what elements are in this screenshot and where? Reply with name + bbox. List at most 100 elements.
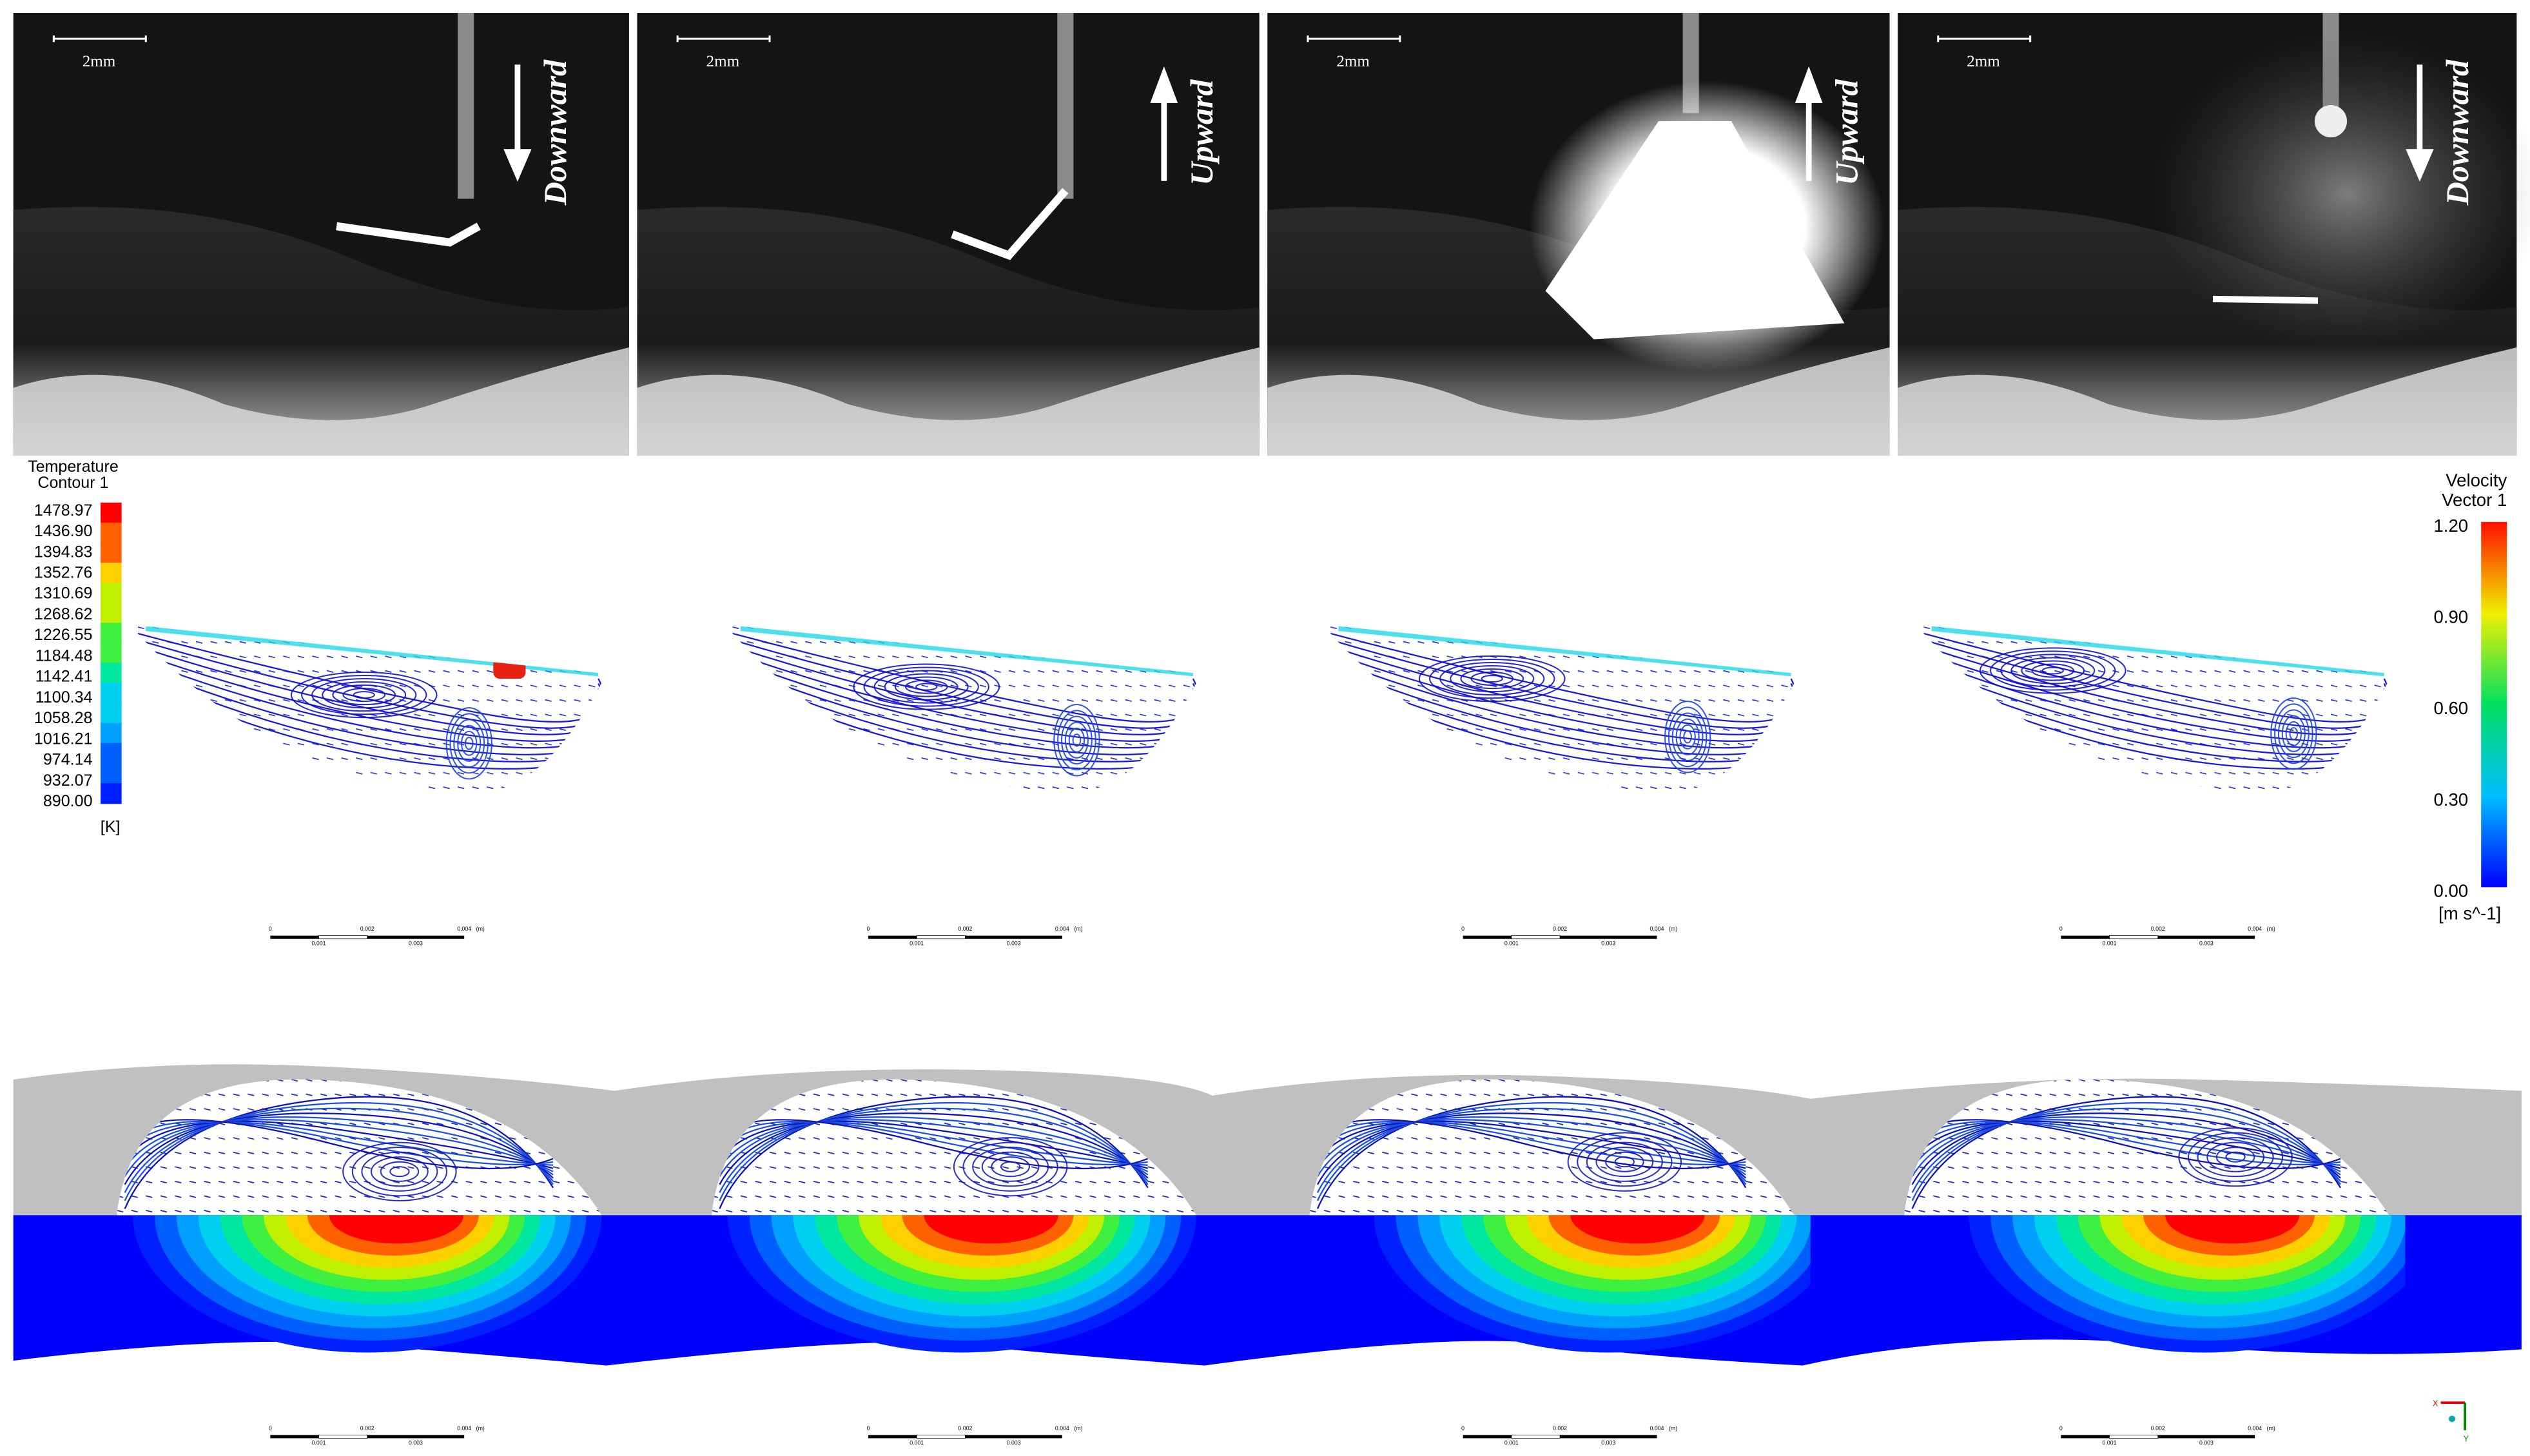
triad-origin <box>2449 1415 2456 1422</box>
scale-bar-black <box>2061 935 2110 939</box>
vector <box>1635 786 1643 790</box>
vector <box>2005 1137 2013 1140</box>
vector <box>2136 1137 2144 1140</box>
vector <box>1795 713 1800 717</box>
streamline <box>453 719 485 768</box>
vector <box>1169 641 1176 644</box>
vector <box>842 1180 850 1184</box>
vector <box>1600 1166 1607 1169</box>
vector <box>574 626 581 630</box>
vector <box>2078 1137 2086 1140</box>
vector <box>828 1166 835 1169</box>
vector <box>574 655 581 659</box>
vector <box>137 670 144 673</box>
vector <box>1519 757 1526 761</box>
vector <box>399 757 407 761</box>
vector <box>813 1180 820 1184</box>
streamline <box>1418 655 1566 703</box>
vector <box>530 641 538 644</box>
vector <box>755 1166 762 1169</box>
streamline <box>1317 1120 1746 1169</box>
scale-bar-label: 0.002 <box>1553 1425 1567 1432</box>
streamline <box>1577 1137 1673 1187</box>
vector <box>1737 699 1745 702</box>
vector <box>1125 786 1132 790</box>
vector <box>1693 786 1701 790</box>
vector <box>552 1180 560 1184</box>
temperature-tick: 1310.69 <box>34 585 93 603</box>
vector <box>746 641 754 644</box>
vector <box>2039 757 2047 761</box>
vector <box>828 1195 835 1198</box>
vector <box>414 786 421 790</box>
vector <box>1585 1210 1593 1213</box>
vector <box>1031 1195 1038 1198</box>
vector <box>1967 743 1974 746</box>
vector <box>2107 1180 2115 1184</box>
vector <box>1183 728 1191 732</box>
vector <box>581 1210 589 1213</box>
vector <box>2257 728 2265 732</box>
vector <box>2384 1079 2389 1082</box>
vector <box>195 728 203 732</box>
vector <box>414 713 421 717</box>
vector <box>451 1151 458 1155</box>
vector <box>1367 1180 1374 1184</box>
vector <box>1017 1210 1024 1213</box>
vector <box>2093 1079 2100 1082</box>
vector <box>921 641 928 644</box>
vector <box>994 786 1001 790</box>
vector <box>1600 1093 1607 1096</box>
vector <box>530 786 538 790</box>
streamline <box>1614 1156 1635 1168</box>
vector <box>428 786 436 790</box>
streamline <box>1911 1119 2341 1170</box>
vector <box>2355 1195 2362 1198</box>
vector <box>306 1195 313 1198</box>
scale-bar-label: 0.002 <box>958 926 972 932</box>
vector <box>1976 1195 1984 1198</box>
vector <box>1075 1210 1082 1213</box>
vector <box>1125 757 1132 761</box>
vector <box>2156 670 2163 673</box>
vector <box>2083 772 2090 775</box>
scale-bar <box>52 35 147 43</box>
vector <box>1374 655 1381 659</box>
vector <box>428 626 436 630</box>
vector <box>1096 786 1103 790</box>
vector <box>1615 1093 1622 1096</box>
vector <box>1952 684 1960 688</box>
vector <box>1067 757 1074 761</box>
legend-subtitle: Contour 1 <box>37 474 108 492</box>
vector <box>1664 699 1672 702</box>
vector <box>1504 670 1512 673</box>
photo-bright-ground <box>1267 347 1890 456</box>
vector <box>2141 684 2148 688</box>
vector <box>973 1195 980 1198</box>
vector <box>2389 670 2393 673</box>
vector <box>2010 699 2018 702</box>
vector <box>892 757 899 761</box>
vector <box>1504 641 1512 644</box>
vector <box>886 1166 893 1169</box>
vector <box>399 786 407 790</box>
vector <box>1096 772 1103 775</box>
vector <box>428 757 436 761</box>
vector <box>283 684 290 688</box>
vector <box>224 743 232 746</box>
vector <box>218 1093 226 1096</box>
vector <box>2170 655 2178 659</box>
vector <box>407 1180 414 1184</box>
vector <box>1781 728 1788 732</box>
pool-contours <box>133 1215 602 1353</box>
vector <box>2199 728 2207 732</box>
vector <box>2369 1079 2377 1082</box>
scale-bar-label: 0 <box>269 926 272 932</box>
streamline <box>1460 668 1524 690</box>
streamline <box>1979 647 2126 694</box>
vector <box>487 626 494 630</box>
vector <box>1621 684 1628 688</box>
vector <box>1533 655 1541 659</box>
streamline <box>719 1119 1149 1172</box>
